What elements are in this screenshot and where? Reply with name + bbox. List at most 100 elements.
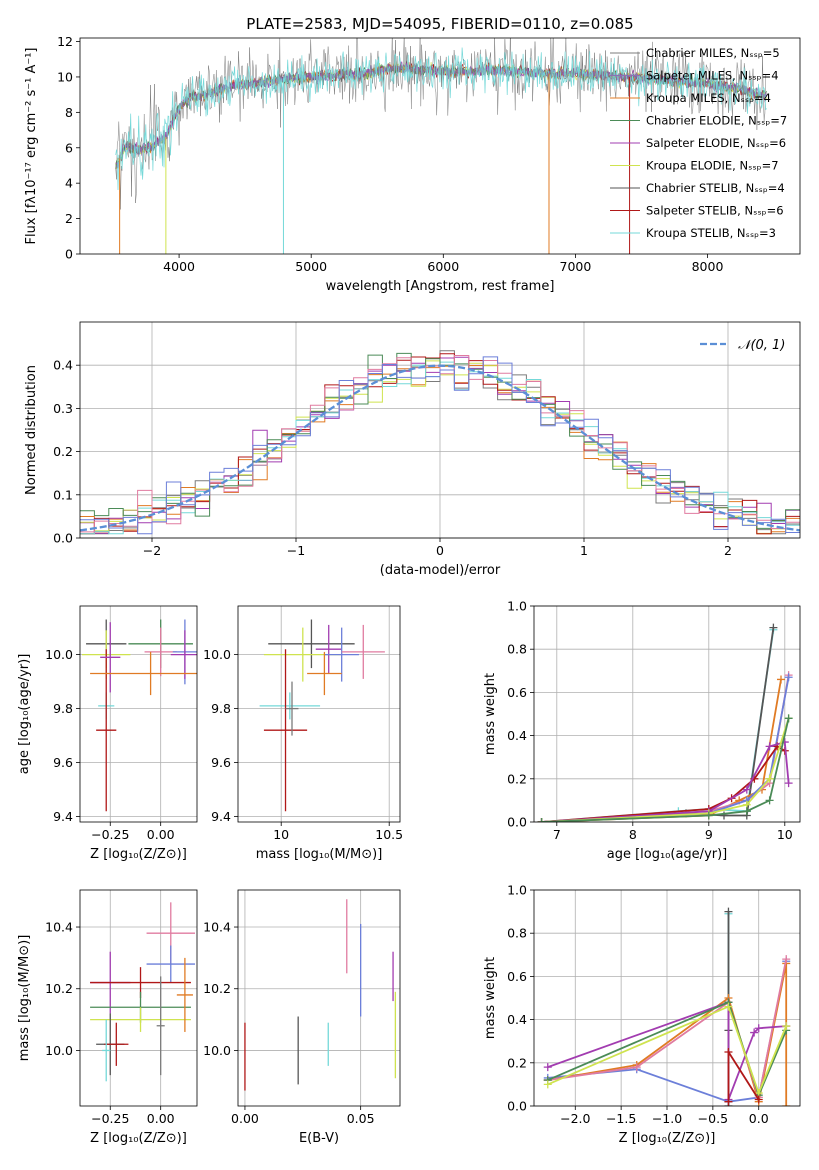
y-tick-label: 0.2 bbox=[53, 444, 73, 459]
weight-marker bbox=[724, 1097, 733, 1106]
x-tick-label: 7 bbox=[553, 827, 561, 842]
weight-line-7 bbox=[541, 718, 790, 822]
axes-frame bbox=[237, 605, 401, 823]
y-tick-label: 0.2 bbox=[507, 1055, 527, 1070]
legend-label: Chabrier STELIB, Nₛₛₚ=4 bbox=[646, 181, 785, 195]
y-tick-label: 0.0 bbox=[507, 815, 527, 830]
x-axis-label: age [log₁₀(age/yr)] bbox=[607, 847, 728, 862]
weight-marker bbox=[724, 1002, 733, 1011]
y-tick-label: 0.3 bbox=[53, 401, 73, 416]
weight-vs-age-panel: 7 8 9 10 0.0 0.2 0.4 0.6 0.8 1.0 age [log₁₀(age/yr… bbox=[483, 599, 801, 862]
weight-marker bbox=[765, 796, 774, 805]
y-tick-label: 10.0 bbox=[203, 647, 231, 662]
weight-vs-Z-panel: −2.0 −1.5 −1.0 −0.5 0.0 0.0 0.2 0.4 0.6 0.8 1.0 Z [… bbox=[483, 883, 801, 1146]
axes-frame bbox=[79, 889, 198, 1107]
spectrum-line-0 bbox=[115, 38, 767, 210]
y-tick-label: 0.4 bbox=[507, 1012, 527, 1027]
x-tick-label: 8 bbox=[629, 827, 637, 842]
x-tick-label: 0.00 bbox=[147, 1111, 175, 1126]
x-tick-label: 2 bbox=[724, 543, 732, 558]
spectrum-panel: 4000 5000 6000 7000 8000 0 2 4 6 8 10 12 wavelength … bbox=[24, 15, 801, 294]
y-tick-label: 10.0 bbox=[45, 647, 73, 662]
legend-label: Chabrier MILES, Nₛₛₚ=5 bbox=[646, 46, 780, 60]
y-tick-label: 4 bbox=[65, 176, 73, 191]
y-tick-label: 0.6 bbox=[507, 685, 527, 700]
histogram-series-8 bbox=[80, 356, 800, 535]
y-tick-label: 0.2 bbox=[507, 771, 527, 786]
y-tick-label: 12 bbox=[57, 34, 73, 49]
weight-marker bbox=[632, 1063, 641, 1072]
histogram-series-4 bbox=[80, 353, 800, 535]
weight-marker bbox=[704, 811, 713, 820]
x-axis-label: wavelength [Angstrom, rest frame] bbox=[326, 279, 555, 294]
axes-frame bbox=[237, 889, 401, 1107]
x-tick-label: 0.00 bbox=[231, 1111, 259, 1126]
y-tick-label: 0.4 bbox=[507, 728, 527, 743]
weight-marker bbox=[784, 714, 793, 723]
y-tick-label: 10.2 bbox=[203, 981, 231, 996]
x-tick-label: −2.0 bbox=[560, 1111, 590, 1126]
weight-marker bbox=[782, 955, 791, 964]
y-tick-label: 1.0 bbox=[507, 883, 527, 898]
weight-line-5 bbox=[547, 1001, 787, 1100]
weight-marker bbox=[765, 774, 774, 783]
axes-frame bbox=[79, 37, 801, 255]
age-vs-mass-plot-area bbox=[259, 619, 385, 812]
spectrum-line-8 bbox=[115, 47, 767, 191]
x-axis-label: Z [log₁₀(Z/Z⊙)] bbox=[90, 847, 187, 862]
weight-line-8 bbox=[541, 718, 790, 822]
x-tick-label: −0.5 bbox=[698, 1111, 728, 1126]
legend-label: Kroupa MILES, Nₛₛₚ=4 bbox=[646, 91, 771, 105]
weight-marker bbox=[724, 907, 733, 916]
x-tick-label: 0.05 bbox=[347, 1111, 375, 1126]
weight-vs-Z-plot-area bbox=[543, 907, 791, 1106]
x-tick-label: 6000 bbox=[427, 259, 459, 274]
weight-marker bbox=[784, 779, 793, 788]
weight-vs-age-plot-area bbox=[537, 623, 793, 822]
x-axis-label: E(B-V) bbox=[299, 1131, 339, 1146]
y-tick-label: 0.8 bbox=[507, 926, 527, 941]
legend-label: Salpeter MILES, Nₛₛₚ=4 bbox=[646, 69, 779, 83]
y-tick-label: 0.0 bbox=[53, 531, 73, 546]
x-tick-label: 8000 bbox=[692, 259, 724, 274]
y-axis-label: Flux [fλ10⁻¹⁷ erg cm⁻² s⁻¹ A⁻¹] bbox=[24, 48, 39, 245]
x-axis-label: Z [log₁₀(Z/Z⊙)] bbox=[90, 1131, 187, 1146]
y-tick-label: 9.6 bbox=[53, 755, 73, 770]
x-tick-label: 10 bbox=[273, 827, 289, 842]
weight-marker bbox=[750, 1028, 759, 1037]
legend-label: Chabrier ELODIE, Nₛₛₚ=7 bbox=[646, 114, 787, 128]
y-tick-label: 0.4 bbox=[53, 358, 73, 373]
y-tick-label: 9.8 bbox=[211, 701, 231, 716]
y-tick-label: 10.2 bbox=[45, 981, 73, 996]
weight-marker bbox=[720, 811, 728, 820]
x-tick-label: 4000 bbox=[163, 259, 195, 274]
x-tick-label: −0.25 bbox=[91, 1111, 129, 1126]
weight-marker bbox=[754, 1095, 763, 1104]
y-axis-label: mass [log₁₀(M/M⊙)] bbox=[17, 935, 32, 1062]
y-tick-label: 0.8 bbox=[507, 642, 527, 657]
mass-vs-Z-panel: −0.25 0.00 10.0 10.2 10.4 Z [log₁₀(Z/Z⊙)] mass… bbox=[17, 889, 198, 1146]
weight-marker bbox=[769, 623, 778, 632]
age-vs-mass-panel: 10 10.5 9.4 9.6 9.8 10.0 mass [log₁₀(M/M⊙)] bbox=[203, 605, 403, 862]
y-axis-label: age [log₁₀(age/yr)] bbox=[17, 654, 32, 775]
x-tick-label: 5000 bbox=[295, 259, 327, 274]
weight-marker bbox=[724, 1048, 733, 1056]
x-tick-label: −1.0 bbox=[652, 1111, 682, 1126]
x-tick-label: 7000 bbox=[560, 259, 592, 274]
y-tick-label: 9.4 bbox=[211, 809, 231, 824]
y-tick-label: 10.0 bbox=[45, 1043, 73, 1058]
mass-vs-ebv-panel: 0.00 0.05 10.0 10.2 10.4 E(B-V) bbox=[203, 889, 401, 1146]
x-tick-label: 9 bbox=[705, 827, 713, 842]
weight-marker bbox=[765, 742, 774, 751]
legend-label: Kroupa ELODIE, Nₛₛₚ=7 bbox=[646, 159, 779, 173]
age-vs-Z-plot-area bbox=[82, 619, 197, 812]
x-tick-label: 10.5 bbox=[375, 827, 403, 842]
x-axis-label: (data-model)/error bbox=[380, 563, 501, 578]
weight-marker bbox=[543, 1063, 552, 1072]
weight-marker bbox=[754, 1024, 763, 1033]
y-tick-label: 10.4 bbox=[203, 920, 231, 935]
x-tick-label: 0 bbox=[436, 543, 444, 558]
y-tick-label: 0.6 bbox=[507, 969, 527, 984]
y-tick-label: 6 bbox=[65, 140, 73, 155]
age-vs-Z-panel: −0.25 0.00 9.4 9.6 9.8 10.0 Z [log₁₀(Z/Z⊙)] age… bbox=[17, 605, 198, 862]
